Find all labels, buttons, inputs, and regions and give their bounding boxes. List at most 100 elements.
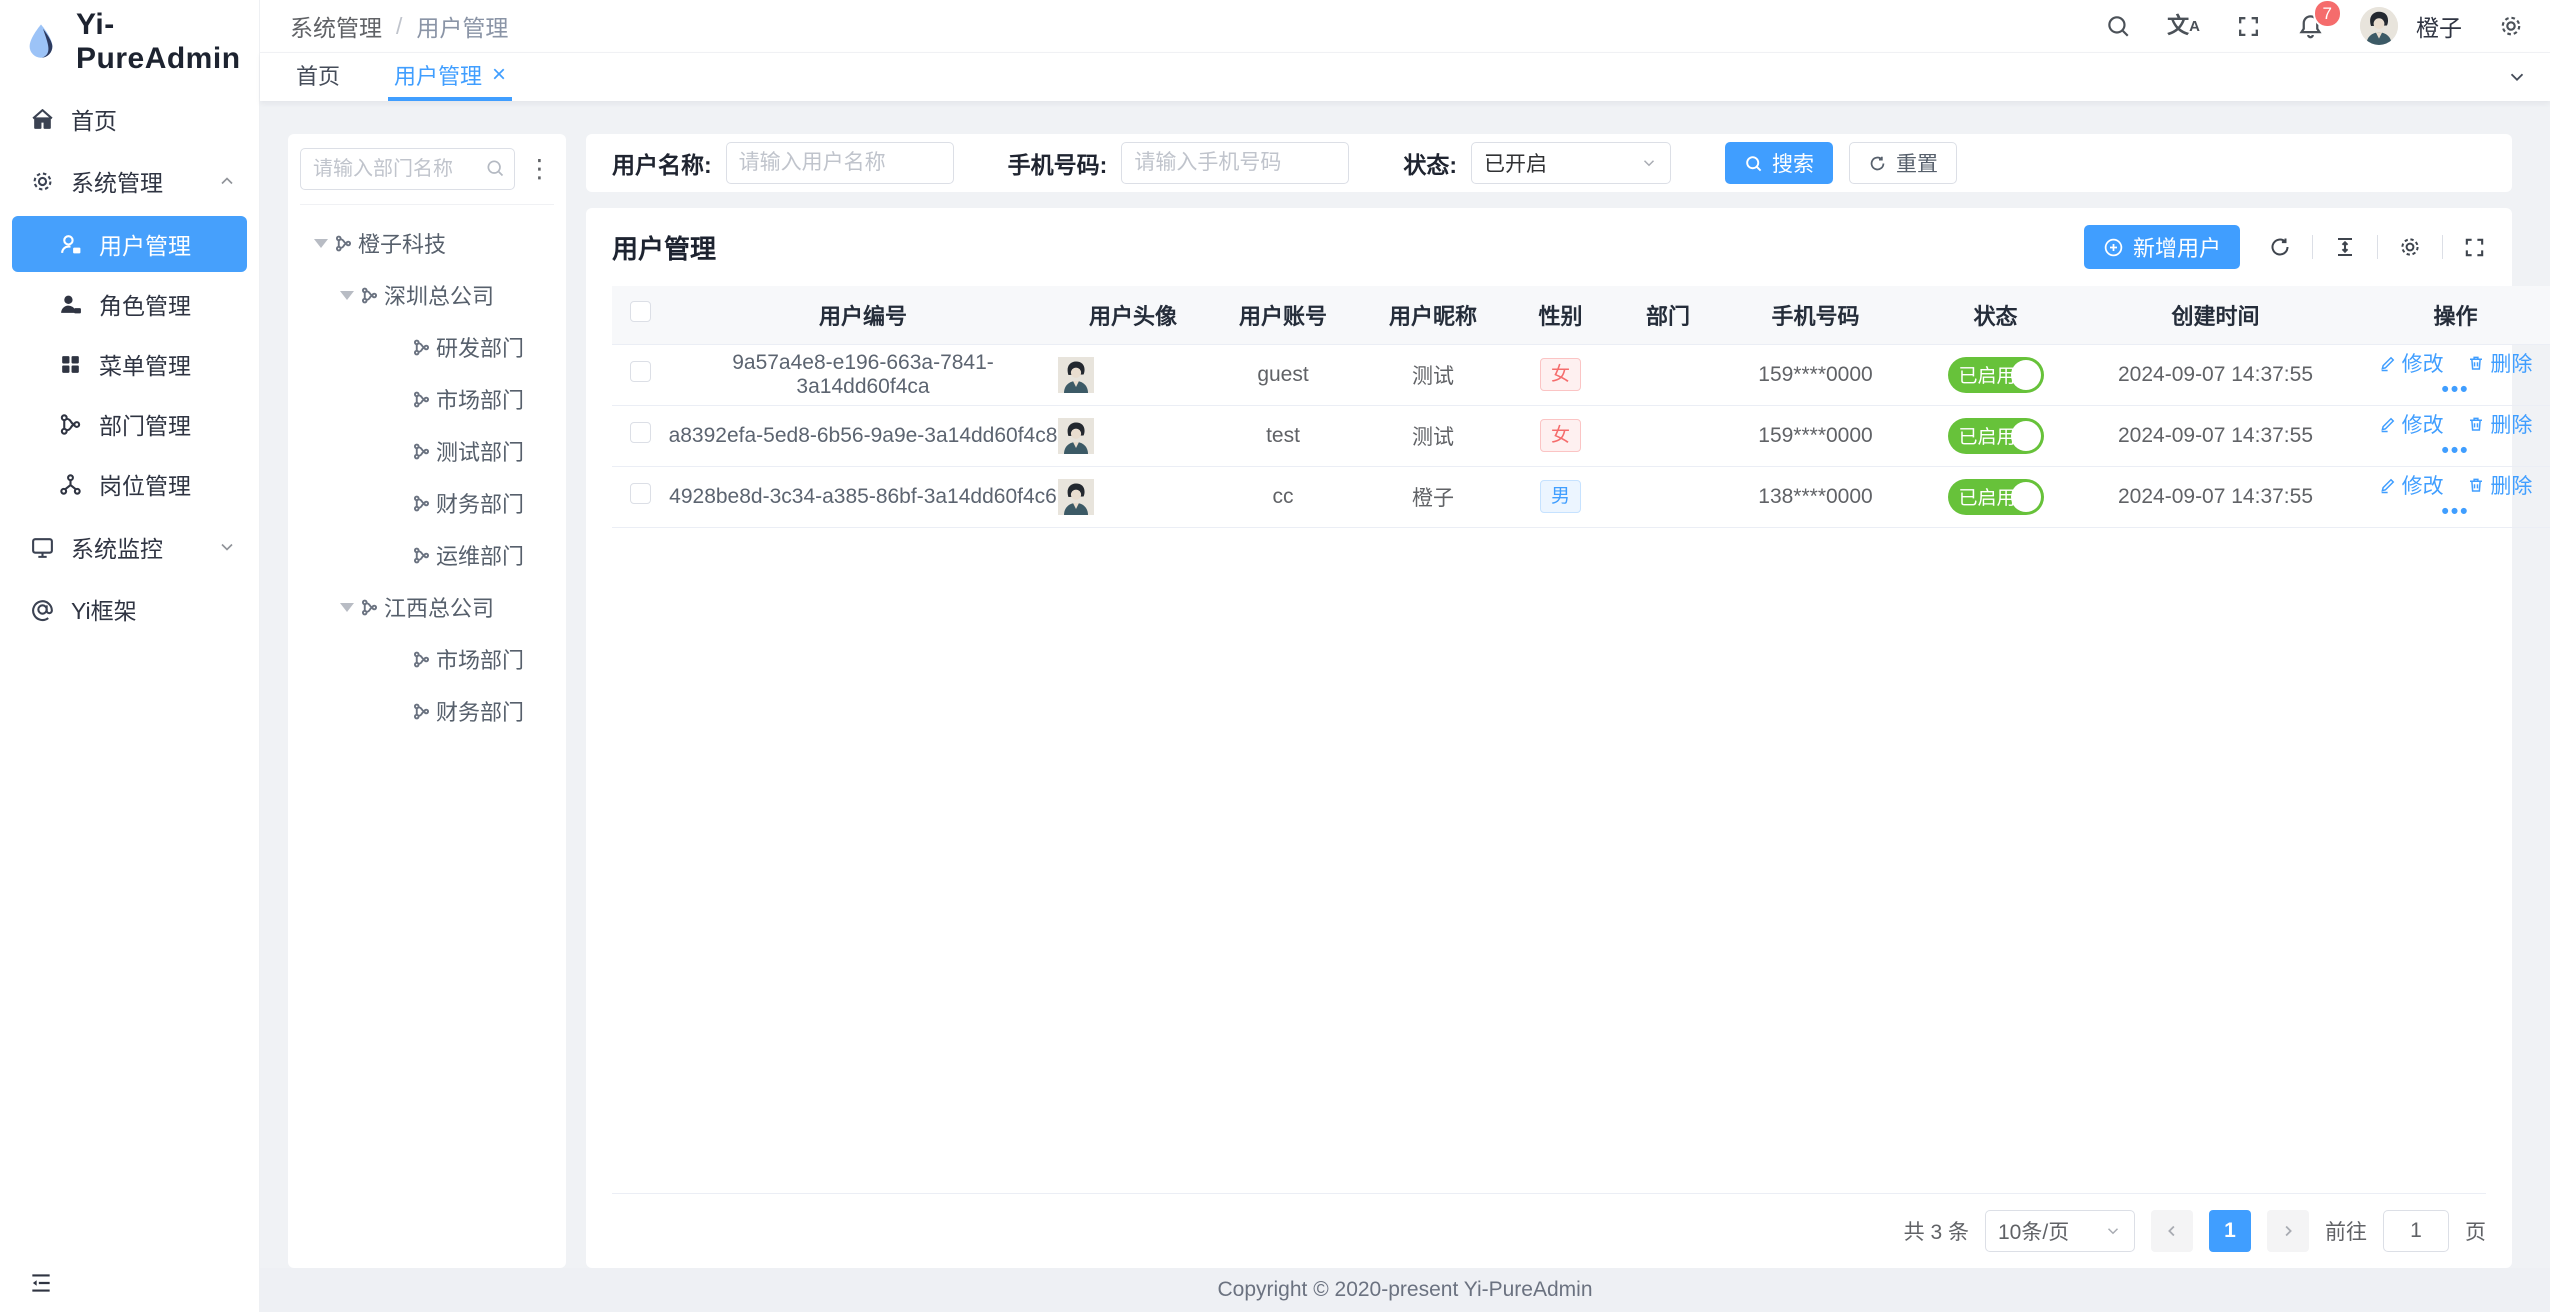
tree-node[interactable]: 测试部门 bbox=[300, 425, 554, 477]
caret-down-icon[interactable] bbox=[334, 602, 360, 612]
table-row: 4928be8d-3c34-a385-86bf-3a14dd60f4c6 cc … bbox=[612, 466, 2550, 528]
row-density-icon[interactable] bbox=[2333, 235, 2357, 259]
table-fullscreen-icon[interactable] bbox=[2463, 236, 2486, 259]
tree-node-label: 测试部门 bbox=[436, 440, 525, 465]
dept-tree-icon bbox=[412, 546, 431, 565]
dept-cell bbox=[1613, 466, 1723, 528]
sidebar-group-system[interactable]: 系统管理 bbox=[0, 150, 259, 212]
tree-node-label: 财务部门 bbox=[436, 700, 525, 725]
notification-bell-icon[interactable]: 7 bbox=[2297, 0, 2340, 40]
pencil-icon bbox=[2380, 417, 2394, 432]
home-icon bbox=[30, 107, 55, 132]
next-page-button[interactable] bbox=[2267, 1210, 2309, 1252]
status-toggle[interactable]: 已启用 bbox=[1947, 356, 2044, 393]
more-actions-ellipsis[interactable]: ••• bbox=[2441, 438, 2470, 462]
caret-down-icon[interactable] bbox=[308, 238, 334, 248]
tab-user-management[interactable]: 用户管理 × bbox=[388, 53, 513, 101]
tab-home[interactable]: 首页 bbox=[296, 64, 341, 89]
status-select[interactable]: 已开启 bbox=[1471, 142, 1672, 184]
page-suffix-label: 页 bbox=[2465, 1221, 2486, 1244]
sidebar-group-label: 系统监控 bbox=[71, 536, 163, 562]
tree-node[interactable]: 运维部门 bbox=[300, 529, 554, 581]
goto-label: 前往 bbox=[2325, 1221, 2367, 1244]
table-header-row: 用户编号 用户头像 用户账号 用户昵称 性别 部门 手机号码 状态 创建时间 操作 bbox=[612, 286, 2550, 345]
user-avatar[interactable] bbox=[2360, 7, 2398, 45]
delete-link[interactable]: 删除 bbox=[2467, 348, 2532, 378]
more-vertical-icon[interactable]: ⋮ bbox=[527, 154, 552, 183]
sidebar-item-home[interactable]: 首页 bbox=[0, 88, 259, 150]
user-avatar bbox=[1058, 417, 1208, 454]
nickname-cell: 测试 bbox=[1358, 344, 1508, 406]
sidebar-item-label: Yi框架 bbox=[71, 598, 137, 624]
tree-node[interactable]: 研发部门 bbox=[300, 321, 554, 373]
search-icon[interactable] bbox=[2105, 13, 2131, 39]
add-user-button[interactable]: 新增用户 bbox=[2083, 225, 2240, 269]
tree-node[interactable]: 市场部门 bbox=[300, 633, 554, 685]
row-checkbox[interactable] bbox=[629, 422, 651, 443]
edit-link[interactable]: 修改 bbox=[2379, 409, 2444, 439]
logo[interactable]: Yi-PureAdmin bbox=[0, 0, 259, 84]
breadcrumb-system[interactable]: 系统管理 bbox=[290, 15, 382, 41]
edit-link[interactable]: 修改 bbox=[2379, 470, 2444, 500]
more-actions-ellipsis[interactable]: ••• bbox=[2441, 499, 2470, 523]
divider bbox=[2312, 235, 2313, 259]
select-all-checkbox[interactable] bbox=[629, 301, 651, 323]
toggle-knob bbox=[2010, 359, 2041, 390]
collapse-sidebar-icon[interactable] bbox=[28, 1270, 54, 1296]
department-search-input[interactable] bbox=[300, 148, 515, 190]
tabs-dropdown-chevron-icon[interactable] bbox=[2484, 66, 2550, 88]
username-label[interactable]: 橙子 bbox=[2416, 15, 2462, 41]
tree-node[interactable]: 橙子科技 bbox=[300, 217, 554, 269]
sidebar-item-menus[interactable]: 菜单管理 bbox=[12, 336, 247, 392]
page-size-select[interactable]: 10条/页 bbox=[1985, 1210, 2135, 1252]
trash-icon bbox=[2470, 417, 2483, 431]
fullscreen-icon[interactable] bbox=[2236, 14, 2261, 39]
reset-button[interactable]: 重置 bbox=[1849, 142, 1958, 184]
water-drop-logo-icon bbox=[20, 21, 62, 63]
tree-node[interactable]: 深圳总公司 bbox=[300, 269, 554, 321]
name-filter-input[interactable] bbox=[725, 142, 954, 184]
refresh-icon[interactable] bbox=[2268, 235, 2292, 259]
edit-link[interactable]: 修改 bbox=[2379, 348, 2444, 378]
row-checkbox[interactable] bbox=[629, 483, 651, 504]
sidebar-item-framework[interactable]: Yi框架 bbox=[0, 578, 259, 640]
user-id-cell: a8392efa-5ed8-6b56-9a9e-3a14dd60f4c8 bbox=[668, 405, 1058, 467]
status-toggle[interactable]: 已启用 bbox=[1947, 478, 2044, 515]
search-button[interactable]: 搜索 bbox=[1725, 142, 1834, 184]
close-tab-icon[interactable]: × bbox=[492, 61, 507, 88]
delete-link[interactable]: 删除 bbox=[2467, 470, 2532, 500]
tree-node[interactable]: 江西总公司 bbox=[300, 581, 554, 633]
column-header: 手机号码 bbox=[1723, 286, 1908, 345]
sidebar-group-monitor[interactable]: 系统监控 bbox=[0, 516, 259, 578]
tree-node-label: 市场部门 bbox=[436, 648, 525, 673]
dept-tree-icon bbox=[412, 702, 431, 721]
sidebar-item-users[interactable]: 用户管理 bbox=[12, 216, 247, 272]
tab-bar: 首页 用户管理 × bbox=[260, 52, 2550, 101]
delete-link[interactable]: 删除 bbox=[2467, 409, 2532, 439]
tree-node[interactable]: 市场部门 bbox=[300, 373, 554, 425]
toggle-knob bbox=[2010, 420, 2041, 451]
sidebar-item-roles[interactable]: 角色管理 bbox=[12, 276, 247, 332]
more-actions-ellipsis[interactable]: ••• bbox=[2441, 377, 2470, 401]
tree-node[interactable]: 财务部门 bbox=[300, 685, 554, 737]
sidebar-item-posts[interactable]: 岗位管理 bbox=[12, 456, 247, 512]
row-checkbox[interactable] bbox=[629, 361, 651, 382]
phone-filter-input[interactable] bbox=[1121, 142, 1350, 184]
current-page-button[interactable]: 1 bbox=[2209, 1210, 2251, 1252]
user-table-card: 用户管理 新增用户 bbox=[586, 208, 2550, 1268]
status-toggle[interactable]: 已启用 bbox=[1947, 417, 2044, 454]
sidebar-item-departments[interactable]: 部门管理 bbox=[12, 396, 247, 452]
dept-tree-icon bbox=[412, 494, 431, 513]
goto-page-input[interactable] bbox=[2383, 1210, 2449, 1252]
settings-gear-icon[interactable] bbox=[2498, 13, 2524, 39]
breadcrumb-users: 用户管理 bbox=[416, 15, 509, 41]
pencil-icon bbox=[2380, 356, 2394, 371]
caret-down-icon[interactable] bbox=[334, 290, 360, 300]
tree-node[interactable]: 财务部门 bbox=[300, 477, 554, 529]
column-settings-gear-icon[interactable] bbox=[2398, 235, 2422, 259]
table-title: 用户管理 bbox=[612, 233, 717, 264]
prev-page-button[interactable] bbox=[2151, 1210, 2193, 1252]
sidebar-item-label: 首页 bbox=[71, 108, 117, 134]
